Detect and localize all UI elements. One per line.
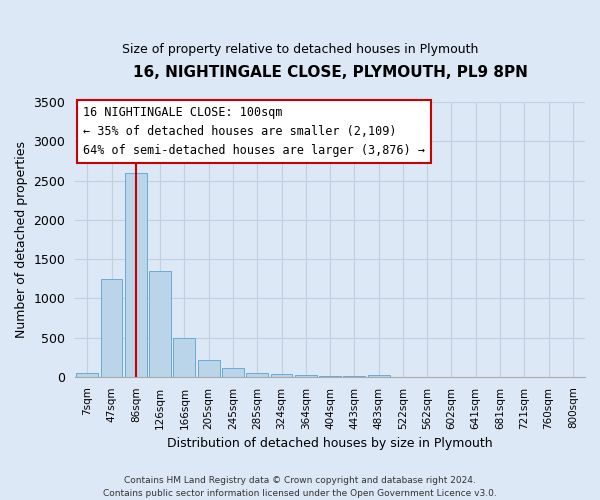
Bar bbox=[173, 338, 196, 377]
Text: Contains HM Land Registry data © Crown copyright and database right 2024.
Contai: Contains HM Land Registry data © Crown c… bbox=[103, 476, 497, 498]
Bar bbox=[271, 374, 292, 377]
X-axis label: Distribution of detached houses by size in Plymouth: Distribution of detached houses by size … bbox=[167, 437, 493, 450]
Bar bbox=[319, 376, 341, 377]
Bar bbox=[198, 360, 220, 377]
Bar bbox=[101, 278, 122, 377]
Bar bbox=[247, 373, 268, 377]
Bar bbox=[222, 368, 244, 377]
Text: Size of property relative to detached houses in Plymouth: Size of property relative to detached ho… bbox=[122, 42, 478, 56]
Text: 16 NIGHTINGALE CLOSE: 100sqm
← 35% of detached houses are smaller (2,109)
64% of: 16 NIGHTINGALE CLOSE: 100sqm ← 35% of de… bbox=[83, 106, 425, 157]
Bar bbox=[76, 373, 98, 377]
Bar bbox=[368, 375, 389, 377]
Bar bbox=[295, 375, 317, 377]
Title: 16, NIGHTINGALE CLOSE, PLYMOUTH, PL9 8PN: 16, NIGHTINGALE CLOSE, PLYMOUTH, PL9 8PN bbox=[133, 65, 527, 80]
Bar bbox=[125, 174, 147, 377]
Bar bbox=[149, 271, 171, 377]
Y-axis label: Number of detached properties: Number of detached properties bbox=[15, 141, 28, 338]
